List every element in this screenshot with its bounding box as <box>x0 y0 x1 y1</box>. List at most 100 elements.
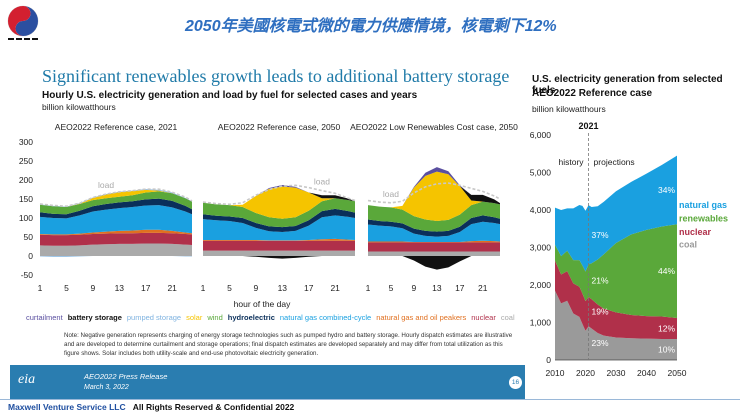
x-tick-label: 5 <box>227 283 232 293</box>
area-solar <box>40 189 192 207</box>
area-natural-gas-and-oil-peakers <box>40 229 192 236</box>
right-chart-subtitle: AEO2022 Reference case <box>532 88 653 99</box>
divider <box>0 399 740 400</box>
area-pumped-storage <box>40 189 192 207</box>
x-tick-label: 2030 <box>607 368 626 378</box>
area-nuclear <box>368 242 500 252</box>
share-2050-renewables: 44% <box>658 266 675 276</box>
legend-battery-storage: battery storage <box>67 313 122 322</box>
x-tick-label: 9 <box>254 283 259 293</box>
x-tick-label: 21 <box>330 283 340 293</box>
area-battery-storage <box>203 186 355 206</box>
y-tick-label: -50 <box>21 270 34 280</box>
legend-wind: wind <box>207 313 223 322</box>
y-tick-label: 50 <box>24 232 34 242</box>
y-tick-label: 6,000 <box>530 130 552 140</box>
x-tick-label: 1 <box>366 283 371 293</box>
x-tick-label: 2040 <box>637 368 656 378</box>
area-renewables <box>555 224 677 318</box>
area-solar <box>203 186 355 219</box>
area-natural-gas-combined-cycle <box>368 221 500 242</box>
x-tick-label: 17 <box>304 283 314 293</box>
x-tick-label: 5 <box>389 283 394 293</box>
y-tick-label: 150 <box>19 194 33 204</box>
x-tick-label: 9 <box>91 283 96 293</box>
end-label-natural-gas: natural gas <box>679 200 727 210</box>
y-tick-label: 200 <box>19 175 33 185</box>
y-tick-label: 3,000 <box>530 243 552 253</box>
x-tick-label: 13 <box>278 283 288 293</box>
legend-natural-gas-and-oil-peakers: natural gas and oil peakers <box>376 313 467 322</box>
banner-title: 2050年美國核電式微的電力供應情境，核電剩下12% <box>185 18 557 35</box>
panel-title: AEO2022 Reference case, 2050 <box>218 122 341 132</box>
legend-hydroelectric: hydroelectric <box>227 313 275 322</box>
area-coal <box>555 290 677 360</box>
x-tick-label: 21 <box>478 283 488 293</box>
rights-text: All Rights Reserved & Confidential 2022 <box>132 402 295 412</box>
load-line <box>202 184 356 206</box>
chart-legend: curtailment battery storage pumped storage… <box>26 313 520 322</box>
load-line <box>367 182 501 204</box>
area-nuclear <box>203 240 355 251</box>
negative-area-battery-storage <box>368 256 500 270</box>
right-chart-title: U.S. electricity generation from selecte… <box>532 74 723 96</box>
y-tick-label: 1,000 <box>530 318 552 328</box>
negative-area-battery-storage <box>203 256 355 259</box>
panel-title: AEO2022 Reference case, 2021 <box>55 122 178 132</box>
y-tick-label: 300 <box>19 137 33 147</box>
area-natural-gas-combined-cycle <box>40 205 192 235</box>
chart-title: Hourly U.S. electricity generation and l… <box>42 90 418 101</box>
area-solar <box>368 171 500 222</box>
share-2050-coal: 10% <box>658 345 675 355</box>
area-coal <box>40 243 192 256</box>
x-tick-label: 13 <box>115 283 125 293</box>
end-label-nuclear: nuclear <box>679 227 712 237</box>
area-hydroelectric <box>40 198 192 219</box>
press-footer <box>10 365 525 399</box>
load-label: load <box>383 189 399 199</box>
projections-label: projections <box>594 157 635 167</box>
divider-year-label: 2021 <box>579 121 599 131</box>
share-2021-nuclear: 19% <box>592 307 609 317</box>
area-hydroelectric <box>368 215 500 237</box>
eia-logo: eia <box>18 372 36 387</box>
legend-nuclear: nuclear <box>471 313 496 322</box>
legend-curtailment: curtailment <box>26 313 63 322</box>
y-tick-label: 2,000 <box>530 280 552 290</box>
panel-title: AEO2022 Low Renewables Cost case, 2050 <box>350 122 518 132</box>
generation-by-fuel-chart: 0 1,000 2,000 3,000 4,000 5,000 6,000 2010 2020 2… <box>530 121 728 378</box>
x-tick-label: 1 <box>201 283 206 293</box>
company-logo <box>7 5 39 40</box>
area-wind <box>40 191 192 215</box>
load-label: load <box>314 177 330 187</box>
chart-unit: billion kilowatthours <box>42 102 116 112</box>
negative-area-pumped-storage <box>40 256 192 257</box>
x-tick-label: 17 <box>455 283 465 293</box>
y-tick-label: 250 <box>19 156 33 166</box>
y-tick-label: 5,000 <box>530 168 552 178</box>
x-axis-title: hour of the day <box>234 299 291 309</box>
hourly-generation-chart: -50 0 50 100 150 200 250 300 AEO2022 Reference c… <box>19 122 518 309</box>
y-tick-label: 4,000 <box>530 205 552 215</box>
x-tick-label: 1 <box>38 283 43 293</box>
area-coal <box>203 250 355 256</box>
x-tick-label: 2010 <box>546 368 565 378</box>
share-2021-coal: 23% <box>592 338 609 348</box>
share-2050-nuclear: 12% <box>658 324 675 334</box>
x-tick-label: 2020 <box>576 368 595 378</box>
legend-natural-gas-combined-cycle: natural gas combined-cycle <box>279 313 372 322</box>
load-label: load <box>98 180 114 190</box>
page-number: 16 <box>509 376 522 389</box>
legend-pumped-storage: pumped storage <box>126 313 182 322</box>
end-label-renewables: renewables <box>679 213 728 223</box>
area-natural-gas-and-oil-peakers <box>368 240 500 243</box>
x-tick-label: 17 <box>141 283 151 293</box>
area-hydroelectric <box>203 208 355 233</box>
x-tick-label: 5 <box>64 283 69 293</box>
area-natural-gas-and-oil-peakers <box>203 238 355 241</box>
chart-note: Note: Negative generation represents cha… <box>64 332 513 358</box>
press-release-date: March 3, 2022 <box>84 384 129 391</box>
area-nuclear <box>40 232 192 246</box>
x-tick-label: 13 <box>432 283 442 293</box>
load-line <box>39 188 193 208</box>
